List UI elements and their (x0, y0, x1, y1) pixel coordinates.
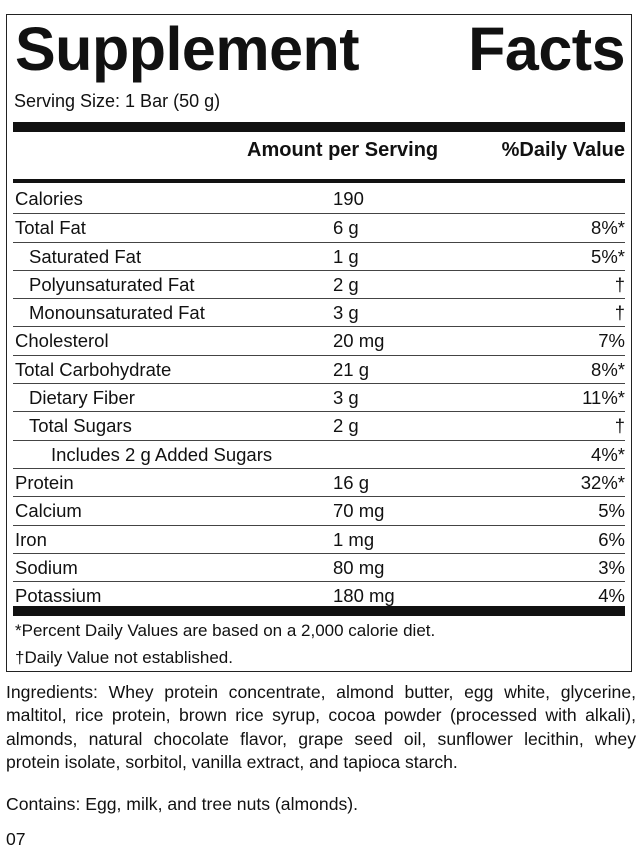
nutrient-daily-value: 4%* (591, 443, 625, 465)
nutrient-row: Calories 190 (13, 185, 625, 213)
nutrient-amount: 3 g (333, 387, 359, 409)
nutrient-amount: 190 (333, 188, 364, 209)
nutrient-label: Calcium (15, 500, 82, 522)
nutrient-row: Iron 1 mg 6% (13, 524, 625, 553)
nutrient-label: Potassium (15, 585, 102, 607)
nutrient-daily-value: 4% (598, 585, 625, 607)
nutrient-label: Total Sugars (29, 415, 132, 437)
nutrient-amount: 80 mg (333, 556, 385, 578)
nutrient-daily-value: 3% (598, 556, 625, 578)
header-amount-per-serving: Amount per Serving (247, 139, 439, 161)
nutrient-label: Calories (15, 188, 83, 209)
nutrient-amount: 6 g (333, 217, 359, 239)
nutrient-row: Saturated Fat 1 g 5%* (13, 241, 625, 270)
nutrient-amount: 20 mg (333, 330, 385, 352)
thick-divider-top (13, 122, 625, 132)
nutrient-label: Saturated Fat (29, 245, 142, 267)
nutrient-label: Iron (15, 528, 47, 550)
nutrient-label: Monounsaturated Fat (29, 302, 205, 324)
nutrient-daily-value: 11%* (582, 387, 625, 409)
nutrient-amount: 3 g (333, 302, 359, 324)
nutrient-amount: 180 mg (333, 585, 395, 607)
nutrient-label: Sodium (15, 556, 78, 578)
serving-size: Serving Size: 1 Bar (50 g) (14, 91, 221, 111)
header-divider (13, 179, 625, 183)
ingredients-text: Ingredients: Whey protein concentrate, a… (6, 682, 636, 772)
supplement-facts-panel: Supplement Facts Serving Size: 1 Bar (50… (6, 14, 632, 672)
nutrient-row: Potassium 180 mg 4% (13, 581, 625, 609)
label-code: 07 (6, 829, 26, 849)
nutrient-row: Includes 2 g Added Sugars 4%* (13, 439, 625, 468)
nutrient-row: Protein 16 g 32%* (13, 467, 625, 496)
footnote-dv-not-established: †Daily Value not established. (15, 648, 233, 667)
footnote-percent-dv: *Percent Daily Values are based on a 2,0… (15, 621, 436, 640)
nutrient-amount: 16 g (333, 471, 370, 493)
panel-title: Supplement Facts (15, 17, 625, 81)
nutrient-amount: 2 g (333, 415, 359, 437)
nutrient-label: Protein (15, 471, 74, 493)
nutrient-amount: 21 g (333, 358, 370, 380)
nutrient-label: Total Fat (15, 217, 86, 239)
nutrient-row: Polyunsaturated Fat 2 g † (13, 269, 625, 298)
nutrient-daily-value: 6% (598, 528, 625, 550)
nutrient-daily-value: 8%* (591, 217, 625, 239)
nutrient-label: Polyunsaturated Fat (29, 273, 195, 295)
thick-divider-bottom (13, 606, 625, 616)
nutrient-row: Monounsaturated Fat 3 g † (13, 298, 625, 326)
nutrient-row: Calcium 70 mg 5% (13, 496, 625, 524)
title-supplement: Supplement (15, 15, 360, 83)
nutrient-label: Cholesterol (15, 330, 109, 352)
nutrient-amount: 70 mg (333, 500, 385, 522)
allergen-statement: Contains: Egg, milk, and tree nuts (almo… (6, 794, 359, 814)
nutrient-row: Total Sugars 2 g † (13, 411, 625, 439)
nutrient-row: Sodium 80 mg 3% (13, 552, 625, 581)
nutrient-label: Includes 2 g Added Sugars (51, 443, 273, 465)
nutrient-amount: 1 g (333, 245, 359, 267)
nutrient-row: Total Carbohydrate 21 g 8%* (13, 354, 625, 383)
nutrient-daily-value: † (614, 415, 625, 437)
nutrient-daily-value: 5% (598, 500, 625, 522)
nutrient-amount: 2 g (333, 273, 359, 295)
nutrient-label: Dietary Fiber (29, 387, 135, 409)
nutrient-row: Total Fat 6 g 8%* (13, 213, 625, 241)
nutrient-daily-value: 32%* (580, 471, 625, 493)
nutrient-label: Total Carbohydrate (15, 358, 172, 380)
nutrient-amount: 1 mg (333, 528, 375, 550)
nutrient-row: Cholesterol 20 mg 7% (13, 326, 625, 354)
nutrient-daily-value: † (614, 302, 625, 324)
nutrient-daily-value: 5%* (591, 245, 625, 267)
nutrient-rows: Calories 190 Total Fat 6 g 8%* Saturated Fat 1… (13, 185, 625, 609)
nutrient-daily-value: 7% (598, 330, 625, 352)
header-daily-value: %Daily Value (501, 139, 625, 161)
nutrient-daily-value: † (614, 273, 625, 295)
nutrient-row: Dietary Fiber 3 g 11%* (13, 383, 625, 411)
nutrient-daily-value: 8%* (591, 358, 625, 380)
title-facts: Facts (468, 15, 625, 83)
